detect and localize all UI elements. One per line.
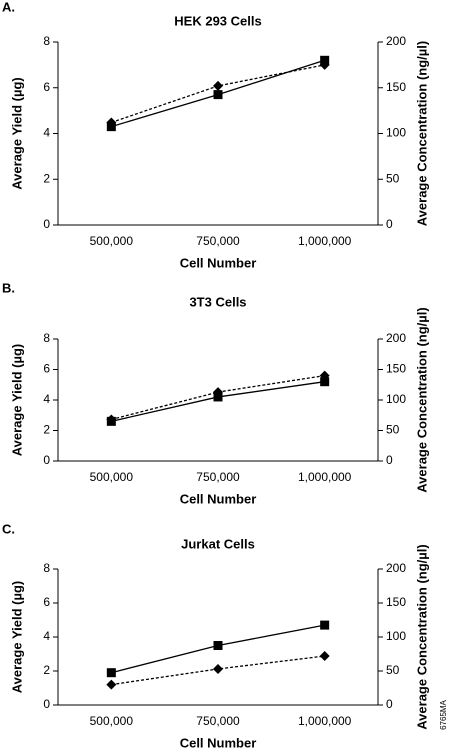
y2-tick-label: 0 bbox=[386, 217, 393, 231]
y-tick-label: 6 bbox=[43, 595, 50, 609]
y2-axis-label: Average Concentration (ng/µl) bbox=[414, 41, 429, 226]
x-axis-label: Cell Number bbox=[180, 491, 257, 506]
chart-title: HEK 293 Cells bbox=[174, 13, 261, 28]
x-tick-label: 1,000,000 bbox=[298, 714, 352, 728]
square-marker bbox=[320, 620, 330, 630]
chart-title: Jurkat Cells bbox=[181, 536, 255, 551]
y2-tick-label: 100 bbox=[386, 392, 406, 406]
x-axis-label: Cell Number bbox=[180, 735, 257, 750]
y2-tick-label: 100 bbox=[386, 629, 406, 643]
footnote: 6765MA bbox=[439, 699, 448, 729]
y2-tick-label: 100 bbox=[386, 126, 406, 140]
y-tick-label: 8 bbox=[43, 331, 50, 345]
square-marker bbox=[213, 641, 223, 650]
y2-axis-label: Average Concentration (ng/µl) bbox=[414, 544, 429, 729]
square-marker bbox=[320, 377, 330, 387]
x-tick-label: 500,000 bbox=[90, 234, 134, 248]
diamond-marker bbox=[319, 59, 330, 70]
y-tick-label: 4 bbox=[43, 126, 50, 140]
y-axis-label: Average Yield (µg) bbox=[9, 581, 24, 694]
y2-tick-label: 150 bbox=[386, 362, 406, 376]
x-tick-label: 1,000,000 bbox=[298, 234, 352, 248]
panel-label: A. bbox=[2, 0, 15, 14]
panel-label: C. bbox=[2, 521, 15, 536]
y2-tick-label: 200 bbox=[386, 561, 406, 575]
y2-axis-label: Average Concentration (ng/µl) bbox=[414, 307, 429, 492]
y-tick-label: 2 bbox=[43, 423, 50, 437]
chart-title: 3T3 Cells bbox=[189, 294, 246, 309]
y2-tick-label: 50 bbox=[386, 423, 400, 437]
y2-tick-label: 0 bbox=[386, 697, 393, 711]
diamond-marker bbox=[106, 117, 117, 128]
y-axis-label: Average Yield (µg) bbox=[9, 344, 24, 457]
x-tick-label: 750,000 bbox=[196, 470, 240, 484]
y2-tick-label: 200 bbox=[386, 34, 406, 48]
diamond-marker bbox=[213, 387, 223, 398]
y-tick-label: 6 bbox=[43, 80, 50, 94]
diamond-marker bbox=[213, 80, 223, 91]
y2-tick-label: 150 bbox=[386, 80, 406, 94]
x-axis-label: Cell Number bbox=[180, 255, 257, 270]
diamond-marker bbox=[106, 414, 117, 425]
y-tick-label: 8 bbox=[43, 34, 50, 48]
diamond-marker bbox=[319, 651, 330, 662]
y2-tick-label: 50 bbox=[386, 663, 400, 677]
y2-tick-label: 50 bbox=[386, 171, 400, 185]
y2-tick-label: 150 bbox=[386, 595, 406, 609]
x-tick-label: 500,000 bbox=[90, 714, 134, 728]
y-tick-label: 2 bbox=[43, 171, 50, 185]
diamond-marker bbox=[319, 370, 330, 381]
y-tick-label: 2 bbox=[43, 663, 50, 677]
x-tick-label: 750,000 bbox=[196, 234, 240, 248]
y-tick-label: 0 bbox=[43, 453, 50, 467]
diamond-marker bbox=[213, 663, 223, 674]
y2-tick-label: 200 bbox=[386, 331, 406, 345]
x-tick-label: 500,000 bbox=[90, 470, 134, 484]
y-tick-label: 0 bbox=[43, 217, 50, 231]
y-tick-label: 4 bbox=[43, 629, 50, 643]
y-tick-label: 4 bbox=[43, 392, 50, 406]
y2-tick-label: 0 bbox=[386, 453, 393, 467]
x-tick-label: 1,000,000 bbox=[298, 470, 352, 484]
x-tick-label: 750,000 bbox=[196, 714, 240, 728]
diamond-marker bbox=[106, 679, 117, 690]
square-marker bbox=[213, 90, 223, 100]
y-tick-label: 8 bbox=[43, 561, 50, 575]
panel-label: B. bbox=[2, 280, 15, 295]
y-tick-label: 6 bbox=[43, 362, 50, 376]
y-axis-label: Average Yield (µg) bbox=[9, 77, 24, 190]
y-tick-label: 0 bbox=[43, 697, 50, 711]
square-marker bbox=[106, 668, 116, 678]
